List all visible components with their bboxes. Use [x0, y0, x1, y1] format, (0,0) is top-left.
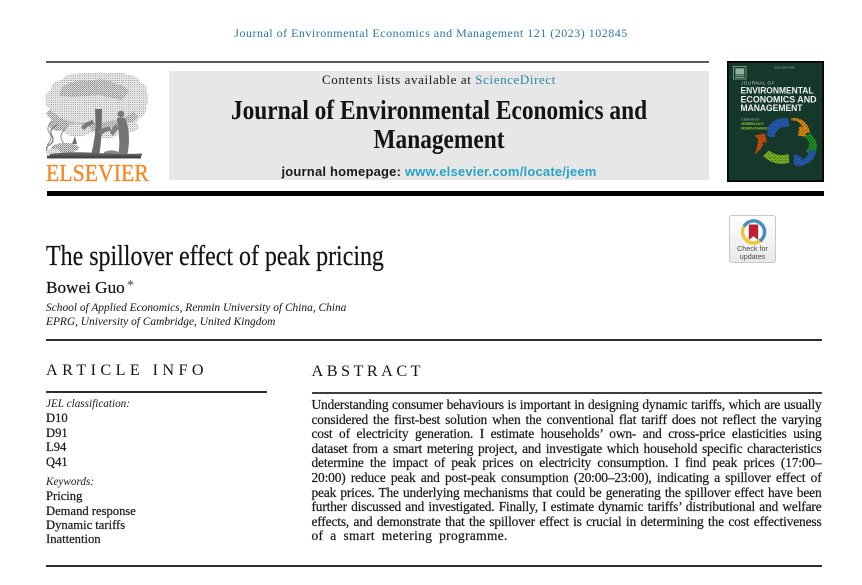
- svg-text:ISSN 0095-0696: ISSN 0095-0696: [774, 65, 795, 69]
- svg-text:MANAGEMENT: MANAGEMENT: [741, 103, 803, 113]
- svg-text:JOURNAL OF: JOURNAL OF: [741, 80, 775, 85]
- svg-text:ECONOMICS AND: ECONOMICS AND: [741, 94, 817, 104]
- svg-text:CO-EDITORS-IN-CHIEF: CO-EDITORS-IN-CHIEF: [741, 117, 760, 121]
- svg-text:ENVIRONMENTAL: ENVIRONMENTAL: [741, 85, 814, 95]
